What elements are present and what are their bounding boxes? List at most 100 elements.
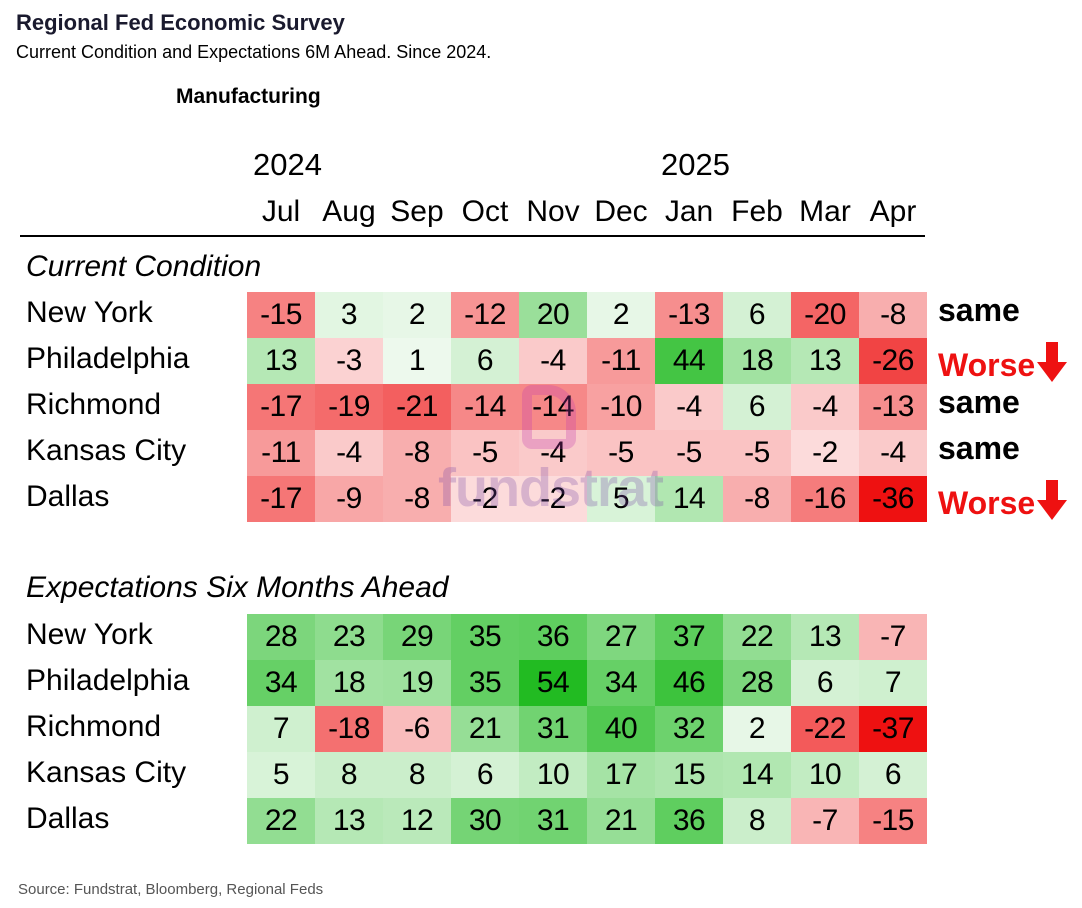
heatmap-cell: -15 [247,292,315,338]
heatmap-cell: 19 [383,660,451,706]
heatmap-cell: 17 [587,752,655,798]
heatmap-cell: 18 [723,338,791,384]
heatmap-cell: 20 [519,292,587,338]
heatmap-cell: -19 [315,384,383,430]
row-label-new-york: New York [26,296,153,329]
heatmap-cell: 27 [587,614,655,660]
month-label-sep: Sep [390,195,444,228]
chart-title: Regional Fed Economic Survey [16,10,345,35]
heatmap-cell: -37 [859,706,927,752]
row-label-dallas: Dallas [26,802,110,835]
year-label: 2025 [661,147,730,182]
heatmap-cell: 46 [655,660,723,706]
heatmap-cell: 34 [247,660,315,706]
status-badge: same [938,430,1020,467]
heatmap-cell: 28 [723,660,791,706]
heatmap-cell: 40 [587,706,655,752]
row-label-new-york: New York [26,618,153,651]
heatmap-cell: 8 [383,752,451,798]
month-label-jul: Jul [261,195,301,228]
heatmap-cell: 28 [247,614,315,660]
heatmap-cell: 36 [655,798,723,844]
status-badge: Worse [938,476,1068,530]
heatmap-cell: -4 [519,338,587,384]
heatmap-cell: 22 [723,614,791,660]
heatmap-cell: 21 [587,798,655,844]
heatmap-cell: -17 [247,476,315,522]
heatmap-cell: -16 [791,476,859,522]
row-label-richmond: Richmond [26,388,162,421]
source-note: Source: Fundstrat, Bloomberg, Regional F… [18,881,324,898]
heatmap-cell: -2 [451,476,519,522]
heatmap-cell: -14 [519,384,587,430]
header-divider [20,235,925,237]
heatmap-cell: -21 [383,384,451,430]
month-label-apr: Apr [869,195,917,228]
status-badge: Worse [938,338,1068,392]
year-label: 2024 [253,147,322,182]
heatmap-cell: -22 [791,706,859,752]
status-text: same [938,292,1020,328]
heatmap-cell: -13 [655,292,723,338]
heatmap-cell: -4 [791,384,859,430]
heatmap-cell: -2 [519,476,587,522]
heatmap-cell: -5 [723,430,791,476]
heatmap-cell: 3 [315,292,383,338]
row-label-philadelphia: Philadelphia [26,342,190,375]
heatmap-cell: -4 [655,384,723,430]
heatmap-cell: -17 [247,384,315,430]
heatmap-cell: 5 [247,752,315,798]
heatmap-cell: 14 [723,752,791,798]
heatmap-cell: 12 [383,798,451,844]
heatmap-cell: -5 [451,430,519,476]
heatmap-cell: 6 [791,660,859,706]
heatmap-cell: 8 [723,798,791,844]
heatmap-cell: -7 [859,614,927,660]
heatmap-cell: 7 [247,706,315,752]
status-text: Worse [938,346,1036,383]
month-label-oct: Oct [461,195,509,228]
heatmap-cell: -3 [315,338,383,384]
heatmap-cell: 54 [519,660,587,706]
heatmap-cell: -12 [451,292,519,338]
heatmap-cell: -11 [587,338,655,384]
heatmap-cell: -6 [383,706,451,752]
heatmap-cell: 32 [655,706,723,752]
heatmap-cell: 21 [451,706,519,752]
month-label-dec: Dec [594,195,648,228]
heatmap-cell: 34 [587,660,655,706]
heatmap-cell: 7 [859,660,927,706]
status-text: same [938,430,1020,466]
heatmap-cell: -15 [859,798,927,844]
heatmap-cell: 13 [791,614,859,660]
heatmap-cell: 6 [723,384,791,430]
heatmap-cell: -8 [859,292,927,338]
month-label-feb: Feb [731,195,783,228]
heatmap-cell: -7 [791,798,859,844]
row-label-kansas-city: Kansas City [26,756,187,789]
chart-subtitle: Current Condition and Expectations 6M Ah… [16,42,492,62]
heatmap-cell: 22 [247,798,315,844]
month-label-jan: Jan [664,195,714,228]
heatmap-cell: 6 [859,752,927,798]
status-text: same [938,384,1020,420]
heatmap-cell: 44 [655,338,723,384]
heatmap-cell: 13 [791,338,859,384]
heatmap-cell: -20 [791,292,859,338]
heatmap-cell: 35 [451,660,519,706]
month-label-mar: Mar [799,195,851,228]
down-arrow-icon [1037,338,1068,392]
heatmap-cell: 5 [587,476,655,522]
heatmap-cell: 30 [451,798,519,844]
row-label-philadelphia: Philadelphia [26,664,190,697]
heatmap-cell: 10 [791,752,859,798]
heatmap-cell: -18 [315,706,383,752]
section-label: Manufacturing [176,85,321,108]
heatmap-cell: -10 [587,384,655,430]
heatmap-cell: -14 [451,384,519,430]
heatmap-cell: 15 [655,752,723,798]
heatmap-cell: -4 [519,430,587,476]
status-badge: same [938,292,1020,329]
heatmap-cell: -2 [791,430,859,476]
month-label-aug: Aug [322,195,376,228]
